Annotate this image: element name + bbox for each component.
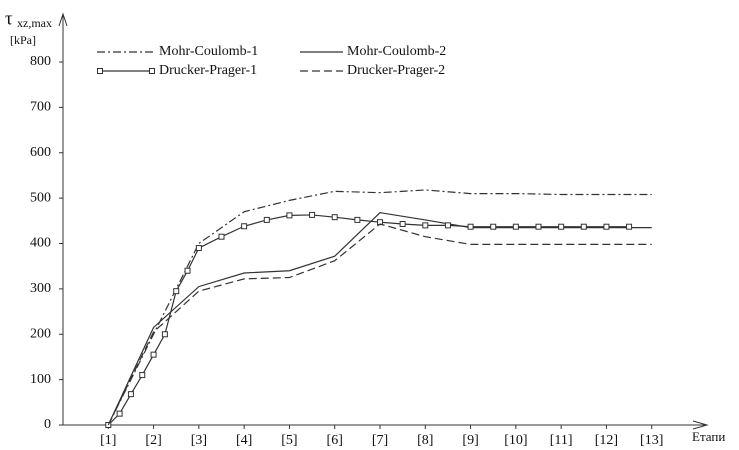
x-tick-label: [3]: [191, 433, 207, 448]
point-marker: [603, 223, 610, 230]
point-marker: [184, 267, 191, 274]
y-axis-symbol: τ: [5, 8, 13, 29]
point-marker: [580, 223, 587, 230]
point-marker: [422, 222, 429, 229]
x-tick-label: [10]: [504, 433, 527, 448]
x-tick-label: [7]: [372, 433, 388, 448]
x-tick-label: [1]: [100, 433, 116, 448]
legend-marker: [97, 68, 103, 74]
y-tick-label: 500: [30, 190, 51, 205]
x-tick-label: [11]: [550, 433, 573, 448]
x-tick-label: [5]: [281, 433, 297, 448]
x-tick-label: [8]: [417, 433, 433, 448]
point-marker: [512, 223, 519, 230]
point-marker: [535, 223, 542, 230]
y-axis-unit: [kPa]: [10, 33, 36, 47]
legend-label: Drucker-Prager-1: [159, 63, 257, 78]
y-tick-label: 700: [30, 100, 51, 115]
point-marker: [467, 223, 474, 230]
point-marker: [309, 211, 316, 218]
point-marker: [399, 220, 406, 227]
point-marker: [241, 223, 248, 230]
y-axis-subscript: xz,max: [17, 16, 52, 30]
point-marker: [139, 372, 146, 379]
point-marker: [331, 214, 338, 221]
y-axis-arrow: [58, 12, 68, 27]
point-marker: [173, 288, 180, 295]
y-tick-label: 300: [30, 281, 51, 296]
y-tick-label: 800: [30, 54, 51, 69]
point-marker: [626, 223, 633, 230]
x-tick-label: [4]: [236, 433, 252, 448]
point-marker: [286, 212, 293, 219]
x-tick-label: [9]: [462, 433, 478, 448]
point-marker: [354, 216, 361, 223]
point-marker: [161, 331, 168, 338]
y-tick-label: 200: [30, 326, 51, 341]
point-marker: [116, 410, 123, 417]
y-tick-label: 100: [30, 372, 51, 387]
point-marker: [444, 222, 451, 229]
x-tick-label: [6]: [327, 433, 343, 448]
point-marker: [150, 351, 157, 358]
x-axis-arrow: [692, 420, 709, 430]
y-tick-label: 400: [30, 236, 51, 251]
y-tick-label: 600: [30, 145, 51, 160]
legend-label: Drucker-Prager-2: [347, 63, 445, 78]
series-line: [107, 214, 630, 426]
legend-label: Mohr-Coulomb-2: [347, 44, 446, 59]
point-marker: [218, 233, 225, 240]
series-line: [107, 223, 652, 426]
y-tick-label: 0: [44, 417, 51, 432]
point-marker: [263, 216, 270, 223]
legend-marker: [149, 68, 155, 74]
point-marker: [558, 223, 565, 230]
x-tick-label: [12]: [595, 433, 618, 448]
point-marker: [195, 245, 202, 252]
point-marker: [490, 223, 497, 230]
x-axis-label: Етапи: [692, 429, 725, 444]
series-line: [107, 189, 652, 426]
legend-label: Mohr-Coulomb-1: [159, 44, 258, 59]
x-tick-label: [13]: [640, 433, 663, 448]
x-tick-label: [2]: [145, 433, 161, 448]
point-marker: [127, 391, 134, 398]
